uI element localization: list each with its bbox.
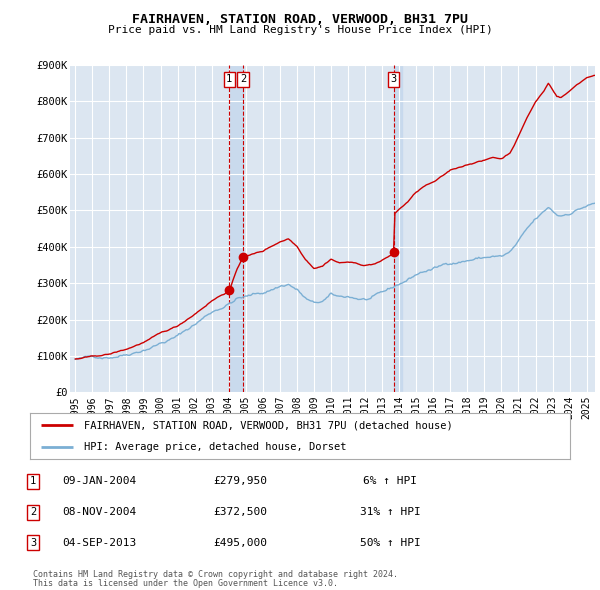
Text: Contains HM Land Registry data © Crown copyright and database right 2024.: Contains HM Land Registry data © Crown c… (33, 571, 398, 579)
Text: FAIRHAVEN, STATION ROAD, VERWOOD, BH31 7PU: FAIRHAVEN, STATION ROAD, VERWOOD, BH31 7… (132, 13, 468, 26)
Text: 3: 3 (30, 538, 36, 548)
Text: 50% ↑ HPI: 50% ↑ HPI (359, 538, 421, 548)
Text: HPI: Average price, detached house, Dorset: HPI: Average price, detached house, Dors… (84, 441, 347, 451)
Text: 2: 2 (30, 507, 36, 517)
Text: 6% ↑ HPI: 6% ↑ HPI (363, 477, 417, 486)
Text: 1: 1 (30, 477, 36, 486)
Text: 3: 3 (391, 74, 397, 84)
Text: £279,950: £279,950 (213, 477, 267, 486)
Bar (229, 65, 243, 392)
Text: 2: 2 (240, 74, 247, 84)
Text: Price paid vs. HM Land Registry's House Price Index (HPI): Price paid vs. HM Land Registry's House … (107, 25, 493, 35)
Text: £495,000: £495,000 (213, 538, 267, 548)
Text: This data is licensed under the Open Government Licence v3.0.: This data is licensed under the Open Gov… (33, 579, 338, 588)
Text: 08-NOV-2004: 08-NOV-2004 (62, 507, 136, 517)
Text: 04-SEP-2013: 04-SEP-2013 (62, 538, 136, 548)
Text: 1: 1 (226, 74, 232, 84)
Text: £372,500: £372,500 (213, 507, 267, 517)
Text: FAIRHAVEN, STATION ROAD, VERWOOD, BH31 7PU (detached house): FAIRHAVEN, STATION ROAD, VERWOOD, BH31 7… (84, 421, 453, 431)
Text: 09-JAN-2004: 09-JAN-2004 (62, 477, 136, 486)
Bar (394, 65, 402, 392)
Text: 31% ↑ HPI: 31% ↑ HPI (359, 507, 421, 517)
